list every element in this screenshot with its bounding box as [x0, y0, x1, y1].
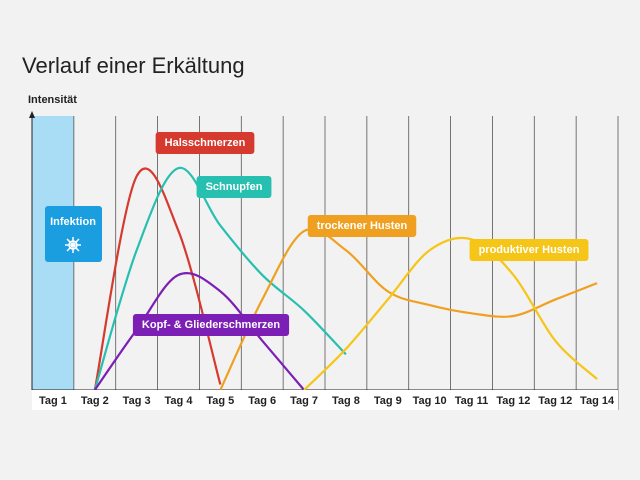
y-axis-label: Intensität [28, 94, 77, 106]
legend-label: trockener Husten [317, 220, 408, 232]
series-label-box [196, 176, 272, 198]
x-tick-label: Tag 6 [248, 395, 276, 407]
x-tick-label: Tag 5 [206, 395, 234, 407]
series-label-box [469, 239, 589, 261]
annotation: Infektion [50, 216, 96, 228]
x-tick-label: Tag 3 [123, 395, 151, 407]
legend-label: produktiver Husten [479, 244, 580, 256]
x-tick-label: Tag 1 [39, 395, 67, 407]
virus-icon [65, 237, 81, 253]
series-label-box [155, 132, 255, 154]
series-line [93, 167, 222, 391]
x-axis-band [32, 390, 618, 410]
x-tick-label: Tag 12 [496, 395, 530, 407]
series-line [93, 272, 305, 391]
legend-label: Kopf- & Gliederschmerzen [142, 319, 280, 331]
infection-box [45, 206, 102, 262]
series-label-box [307, 215, 417, 237]
series-line [303, 236, 598, 391]
chart-title: Verlauf einer Erkältung [22, 53, 245, 78]
x-tick-label: Tag 4 [165, 395, 194, 407]
x-tick-label: Tag 11 [455, 395, 488, 407]
x-tick-label: Tag 2 [81, 395, 109, 407]
x-tick-label: Tag 7 [290, 395, 318, 407]
x-tick-label: Tag 14 [580, 395, 615, 407]
x-tick-label: Tag 9 [374, 395, 402, 407]
series-line [93, 166, 347, 391]
series-line [219, 228, 598, 391]
x-tick-label: Tag 8 [332, 395, 360, 407]
x-tick-label: Tag 10 [413, 395, 447, 407]
series-label-box [132, 314, 290, 336]
y-axis-arrow [29, 111, 35, 118]
legend-label: Schnupfen [206, 181, 263, 193]
legend-label: Halsschmerzen [165, 137, 246, 149]
x-tick-label: Tag 12 [538, 395, 572, 407]
